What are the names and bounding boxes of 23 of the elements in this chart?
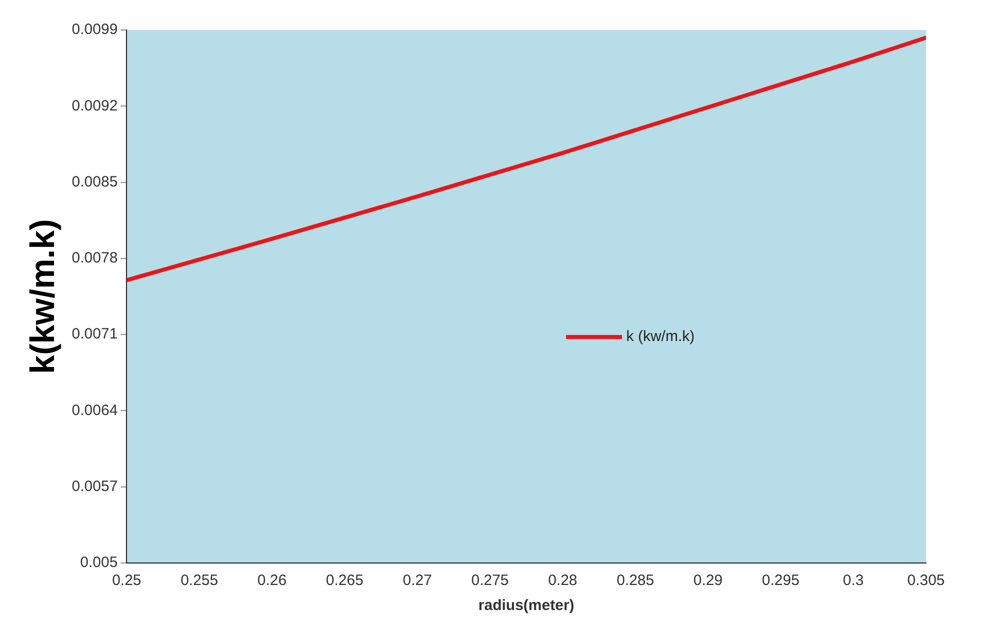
y-tick-label: 0.0064	[72, 402, 118, 419]
x-tick-label: 0.275	[471, 572, 509, 590]
x-tick-label: 0.255	[180, 572, 218, 590]
x-tick-label: 0.27	[402, 572, 432, 590]
x-tick-label: 0.25	[112, 572, 142, 590]
x-tick-label: 0.28	[548, 572, 578, 590]
y-tick-label: 0.0057	[72, 478, 118, 495]
y-axis-title: k(kw/m.k)	[24, 219, 62, 374]
y-tick-label: 0.0085	[72, 173, 118, 190]
x-tick-label: 0.29	[693, 572, 723, 590]
x-axis-title: radius(meter)	[478, 597, 574, 614]
x-tick-label: 0.285	[616, 572, 654, 590]
x-tick-label: 0.305	[907, 572, 945, 590]
x-tick-label: 0.265	[326, 572, 364, 590]
legend-label: k (kw/m.k)	[626, 328, 695, 346]
y-tick-label: 0.0092	[72, 97, 118, 114]
y-tick-label: 0.0099	[72, 21, 118, 38]
y-tick-label: 0.005	[80, 554, 118, 572]
x-tick-label: 0.295	[762, 572, 800, 590]
x-tick-label: 0.3	[842, 572, 864, 590]
x-tick-label: 0.26	[257, 572, 287, 590]
y-tick-label: 0.0071	[72, 326, 118, 343]
y-tick-label: 0.0078	[72, 250, 118, 267]
